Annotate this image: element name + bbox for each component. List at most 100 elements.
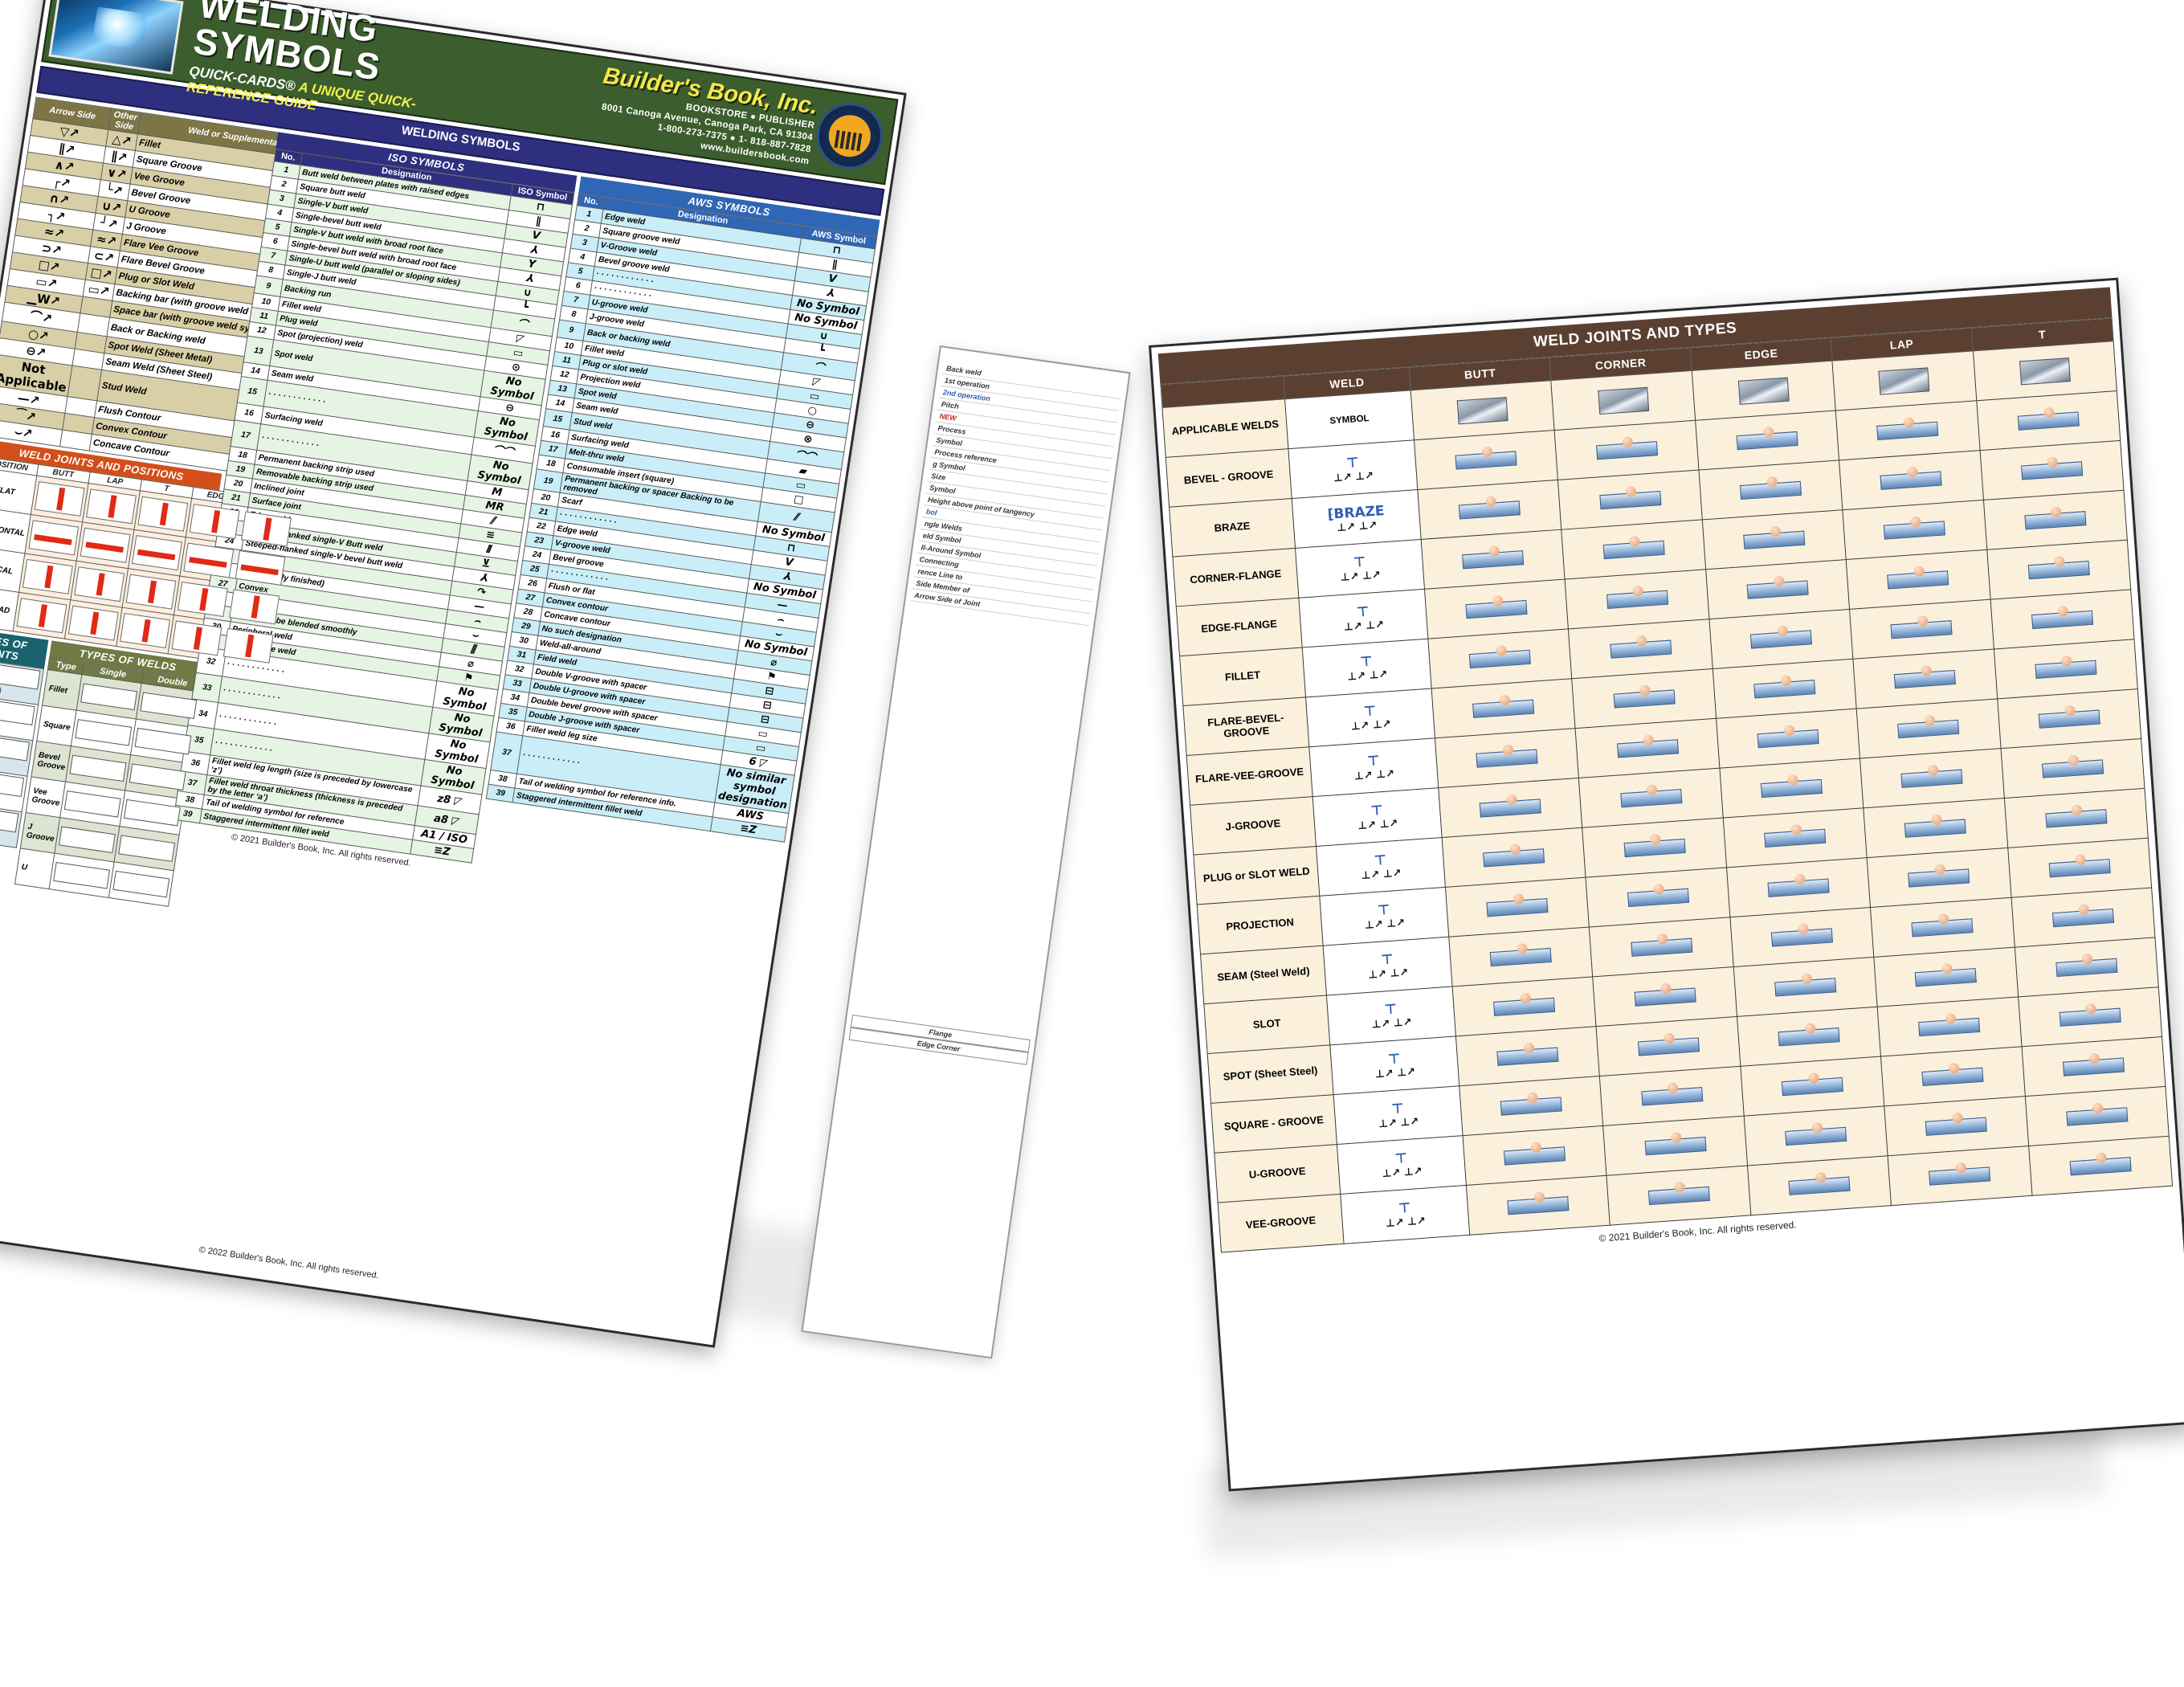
welded-joint-icon: [1595, 440, 1658, 460]
welded-joint-icon: [1496, 1047, 1559, 1066]
symbol-column-label: SYMBOL: [1284, 390, 1414, 449]
weld-symbol-cell: ⊤ ⊥↗ ⊥↗: [1305, 688, 1435, 747]
welded-joint-icon: [1788, 1176, 1851, 1195]
welded-joint-icon: [1915, 967, 1978, 986]
weld-bead-icon: [125, 574, 177, 610]
welded-joint-icon: [1911, 917, 1974, 937]
welded-joint-icon: [1619, 788, 1682, 807]
weld-symbol-cell: ⊤ ⊥↗ ⊥↗: [1340, 1185, 1470, 1244]
weld-symbol-cell: ⊤ ⊥↗ ⊥↗: [1312, 787, 1443, 847]
welded-joint-icon: [1767, 878, 1830, 897]
left-card-body: Arrow Side Other Side Weld or Supplement…: [0, 96, 880, 1315]
middle-folded-page: Back weld 1st operation 2nd operation Pi…: [801, 345, 1131, 1359]
welded-joint-icon: [2051, 908, 2114, 927]
welded-joint-icon: [1598, 490, 1661, 509]
weld-symbol-cell: ⊤ ⊥↗ ⊥↗: [1333, 1085, 1463, 1145]
welded-joint-icon: [1476, 749, 1538, 768]
weld-symbol-cell: ⊤ ⊥↗ ⊥↗: [1302, 639, 1432, 697]
welded-joint-icon: [1739, 480, 1802, 500]
welded-joint-icon: [2059, 1007, 2121, 1027]
welded-joint-icon: [1468, 649, 1531, 668]
weld-type-row-label: SPOT (Sheet Steel): [1207, 1044, 1334, 1104]
welded-joint-icon: [1613, 688, 1676, 709]
welded-joint-icon: [1500, 1096, 1562, 1116]
weld-plate-icon: [80, 683, 138, 711]
weld-bead-icon: [16, 598, 67, 634]
welded-joint-icon: [1630, 937, 1692, 957]
weld-type-row-label: SLOT: [1203, 995, 1330, 1054]
weld-symbol-cell: ⊤ ⊥↗ ⊥↗: [1316, 837, 1446, 897]
metal-piece-icon: [1456, 396, 1508, 424]
weld-bead-icon: [67, 605, 119, 641]
weld-plate-icon: [140, 692, 198, 720]
welded-joint-icon: [1736, 431, 1798, 450]
iso-row-number: 33: [191, 672, 222, 703]
weld-plate-icon: [124, 799, 182, 827]
welder-photo: [48, 0, 184, 75]
welded-joint-icon: [1602, 540, 1665, 559]
welded-joint-icon: [1486, 897, 1549, 917]
metal-piece-icon: [2019, 357, 2071, 385]
welded-joint-icon: [2031, 610, 2093, 629]
weld-plate-icon: [112, 870, 170, 898]
welded-joint-icon: [1627, 888, 1689, 907]
weld-bead-icon: [131, 535, 182, 571]
weld-bead-icon: [171, 620, 222, 656]
joints-welds-row: TYPES OF JOINTS ButtBTeeTCornerCLapLEdge…: [0, 626, 206, 907]
metal-piece-icon: [1878, 366, 1930, 395]
welded-joint-icon: [1458, 500, 1521, 520]
weld-joint-illustration: [1747, 1155, 1892, 1215]
other-side-symbol: [59, 430, 92, 451]
weld-type-row-label: CORNER-FLANGE: [1172, 548, 1299, 607]
weld-bead-icon: [137, 496, 189, 532]
weld-plate-icon: [59, 826, 116, 854]
welded-joint-icon: [1637, 1036, 1700, 1056]
welded-joint-icon: [1489, 947, 1552, 966]
welded-joint-icon: [1908, 868, 1970, 888]
welded-joint-icon: [1887, 570, 1949, 590]
weld-symbol-cell: ⊤ ⊥↗ ⊥↗: [1288, 439, 1418, 499]
weld-bead-icon: [119, 613, 170, 648]
weld-symbol-cell: ⊤ ⊥↗ ⊥↗: [1323, 937, 1453, 996]
welded-joint-icon: [1925, 1117, 1988, 1136]
welded-joint-icon: [1760, 778, 1823, 798]
joint-tag: B: [0, 682, 2, 698]
weld-type-row-label: BEVEL - GROOVE: [1165, 448, 1292, 508]
welded-joint-icon: [2035, 660, 2097, 679]
welded-joint-icon: [1890, 619, 1953, 639]
welded-joint-icon: [1644, 1136, 1707, 1155]
weld-type-row-label: SEAM (Steel Weld): [1200, 946, 1327, 1004]
mid-page-lines: Back weld 1st operation 2nd operation Pi…: [844, 347, 1129, 1065]
weld-plate-icon: [75, 719, 133, 746]
welded-joint-icon: [2048, 858, 2111, 877]
weld-type-row-label: FLARE-BEVEL-GROOVE: [1182, 696, 1309, 756]
welded-joint-icon: [1884, 520, 1946, 540]
welded-joint-icon: [2041, 758, 2104, 778]
weld-type-row-label: SQUARE - GROOVE: [1210, 1094, 1337, 1154]
weld-symbol-cell: ⁅BRAZE ⊥↗ ⊥↗: [1292, 489, 1422, 549]
welded-joint-icon: [2024, 510, 2087, 529]
weld-type-name: U: [14, 848, 55, 889]
welded-joint-icon: [1746, 579, 1809, 599]
welded-joint-icon: [2020, 460, 2083, 480]
weld-symbol-cell: ⊤ ⊥↗ ⊥↗: [1329, 1035, 1459, 1095]
welded-joint-icon: [1897, 719, 1960, 738]
welded-joint-icon: [1894, 669, 1957, 688]
iso-row-number: 15: [237, 376, 268, 406]
weld-joints-types-table: WELD BUTT CORNER EDGE LAP T APPLICABLE WELDS S…: [1160, 317, 2173, 1252]
welded-joint-icon: [1904, 818, 1967, 838]
metal-piece-icon: [1597, 386, 1649, 415]
weld-symbol-cell: ⊤ ⊥↗ ⊥↗: [1298, 589, 1428, 648]
welded-joint-icon: [1753, 679, 1816, 698]
welded-joint-icon: [1609, 639, 1672, 659]
weld-type-name: Vee Groove: [26, 777, 66, 818]
weld-type-row-label: FLARE-VEE-GROOVE: [1186, 746, 1313, 806]
weld-type-name: J Groove: [20, 812, 61, 854]
iso-row-number: 17: [231, 419, 261, 451]
welded-joint-icon: [1921, 1067, 1984, 1086]
welded-joint-icon: [1900, 769, 1963, 788]
weld-position-illustration: [12, 592, 71, 639]
weld-symbol-cell: ⊤ ⊥↗ ⊥↗: [1326, 986, 1456, 1045]
welded-joint-icon: [1507, 1195, 1570, 1215]
